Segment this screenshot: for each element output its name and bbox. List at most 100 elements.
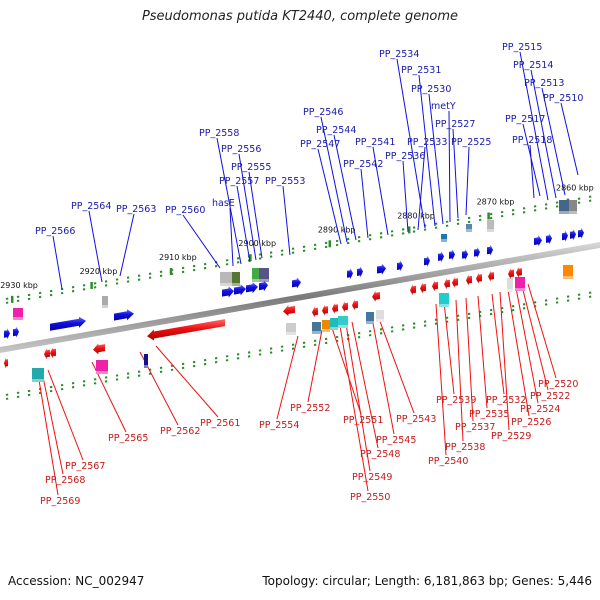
reverse-label-leader bbox=[37, 373, 59, 496]
reverse-gene-arrow bbox=[332, 302, 338, 314]
kbp-tick: 2870 kbp bbox=[477, 197, 515, 220]
reverse-gene-label: PP_2552 bbox=[290, 403, 330, 414]
kbp-tick: 2910 kbp bbox=[159, 253, 197, 276]
feature-box-shade bbox=[330, 327, 338, 330]
forward-label-leader bbox=[448, 110, 451, 223]
forward-gene-arrow bbox=[259, 280, 268, 292]
forward-gene-label: PP_2513 bbox=[524, 78, 564, 89]
feature-box-fill bbox=[338, 316, 348, 328]
feature-box-shade bbox=[32, 379, 44, 382]
kbp-tick-label: 2870 kbp bbox=[477, 197, 515, 206]
forward-gene-label: PP_2534 bbox=[379, 49, 419, 60]
gene-arrows bbox=[4, 227, 584, 369]
reverse-gene-label: PP_2568 bbox=[45, 475, 85, 486]
reverse-gene-arrow bbox=[508, 268, 514, 280]
feature-box bbox=[96, 360, 108, 374]
feature-box-shade bbox=[96, 371, 108, 374]
forward-gene-arrow bbox=[562, 230, 568, 242]
forward-gene-label: PP_2541 bbox=[355, 137, 395, 148]
forward-gene-arrow bbox=[449, 249, 455, 261]
feature-box-shade bbox=[487, 229, 494, 232]
forward-label-leader bbox=[452, 128, 459, 219]
feature-box-fill bbox=[102, 296, 108, 308]
kbp-scale: 2860 kbp 2870 kbp 2880 kbp 2890 kbp 2900 kbp… bbox=[0, 184, 594, 303]
reverse-gene-label: PP_2545 bbox=[376, 435, 416, 446]
feature-box-shade bbox=[144, 365, 148, 368]
forward-gene-label: PP_2556 bbox=[221, 144, 261, 155]
forward-label-leader bbox=[519, 51, 549, 201]
kbp-tick: 2930 kbp bbox=[0, 281, 38, 303]
forward-gene-arrow bbox=[487, 244, 493, 256]
forward-label-leader bbox=[541, 87, 566, 196]
forward-gene-label: PP_2533 bbox=[407, 137, 447, 148]
reverse-label-leader bbox=[527, 283, 557, 379]
feature-box-fill bbox=[559, 200, 569, 214]
reverse-gene-label: PP_2565 bbox=[108, 433, 148, 444]
feature-box-shade bbox=[13, 317, 23, 320]
upper-inner-dotted-line bbox=[5, 199, 592, 304]
forward-gene-label: PP_2564 bbox=[71, 201, 111, 212]
genome-title: Pseudomonas putida KT2440, complete geno… bbox=[141, 9, 459, 24]
reverse-gene-label: PP_2535 bbox=[469, 409, 509, 420]
reverse-label-leader bbox=[339, 325, 369, 492]
feature-box-fill bbox=[487, 220, 494, 232]
forward-gene-label: metY bbox=[431, 101, 456, 112]
forward-label-leader bbox=[417, 146, 426, 231]
reverse-label-leader bbox=[41, 371, 64, 475]
reverse-gene-label: PP_2551 bbox=[343, 415, 383, 426]
reverse-gene-arrow bbox=[283, 305, 295, 316]
reverse-label-leader bbox=[155, 345, 219, 418]
reverse-label-leader bbox=[507, 289, 530, 417]
forward-gene-arrow bbox=[222, 286, 234, 298]
forward-label-leader bbox=[238, 153, 257, 261]
feature-box-fill bbox=[563, 265, 573, 279]
kbp-tick: 2890 kbp bbox=[318, 225, 356, 248]
feature-box-shade bbox=[507, 289, 513, 292]
forward-label-leader bbox=[229, 207, 234, 267]
gene-labels: PP_2510 PP_2513 PP_2514 PP_2515 PP_2517 PP_25… bbox=[35, 42, 583, 507]
feature-box-fill bbox=[569, 200, 577, 214]
forward-label-leader bbox=[216, 137, 242, 265]
reverse-label-leader bbox=[477, 295, 488, 409]
forward-gene-label: PP_2531 bbox=[401, 65, 441, 76]
kbp-tick-label: 2860 kbp bbox=[556, 184, 594, 193]
feature-box-fill bbox=[441, 234, 447, 242]
forward-gene-arrow bbox=[462, 249, 468, 261]
genome-summary-text: Topology: circular; Length: 6,181,863 bp… bbox=[262, 574, 592, 588]
label-leader-lines bbox=[37, 51, 579, 496]
reverse-label-leader bbox=[435, 303, 447, 456]
feature-box bbox=[507, 278, 513, 292]
forward-label-leader bbox=[236, 185, 251, 263]
reverse-gene-arrow bbox=[444, 278, 450, 290]
reverse-label-leader bbox=[515, 287, 539, 404]
forward-gene-label: PP_2546 bbox=[303, 107, 343, 118]
reverse-gene-arrow bbox=[44, 348, 50, 360]
forward-label-leader bbox=[418, 74, 436, 227]
feature-box-shade bbox=[102, 305, 108, 308]
reverse-gene-arrow bbox=[322, 304, 328, 316]
feature-box bbox=[259, 268, 269, 282]
feature-box-shade bbox=[322, 329, 330, 332]
forward-label-leader bbox=[317, 148, 342, 245]
feature-box-fill bbox=[330, 318, 338, 330]
forward-gene-arrow bbox=[570, 229, 576, 241]
feature-box-fill bbox=[322, 320, 330, 332]
feature-box-shade bbox=[466, 229, 472, 232]
reverse-gene-label: PP_2550 bbox=[350, 492, 390, 503]
forward-gene-label: PP_2514 bbox=[513, 60, 553, 71]
forward-gene-arrow bbox=[397, 260, 403, 272]
kbp-tick: 2880 kbp bbox=[397, 211, 435, 234]
forward-gene-arrow bbox=[292, 277, 301, 289]
forward-gene-label: PP_2563 bbox=[116, 204, 156, 215]
feature-box-shade bbox=[220, 283, 232, 286]
reverse-label-leader bbox=[345, 323, 371, 472]
accession-text: Accession: NC_002947 bbox=[8, 574, 145, 588]
reverse-gene-label: PP_2522 bbox=[530, 391, 570, 402]
feature-box-fill bbox=[515, 277, 525, 291]
reverse-label-leader bbox=[443, 301, 455, 395]
feature-box bbox=[102, 296, 108, 308]
forward-gene-label: PP_2542 bbox=[343, 159, 383, 170]
reverse-label-leader bbox=[47, 369, 84, 461]
forward-label-leader bbox=[248, 171, 263, 259]
